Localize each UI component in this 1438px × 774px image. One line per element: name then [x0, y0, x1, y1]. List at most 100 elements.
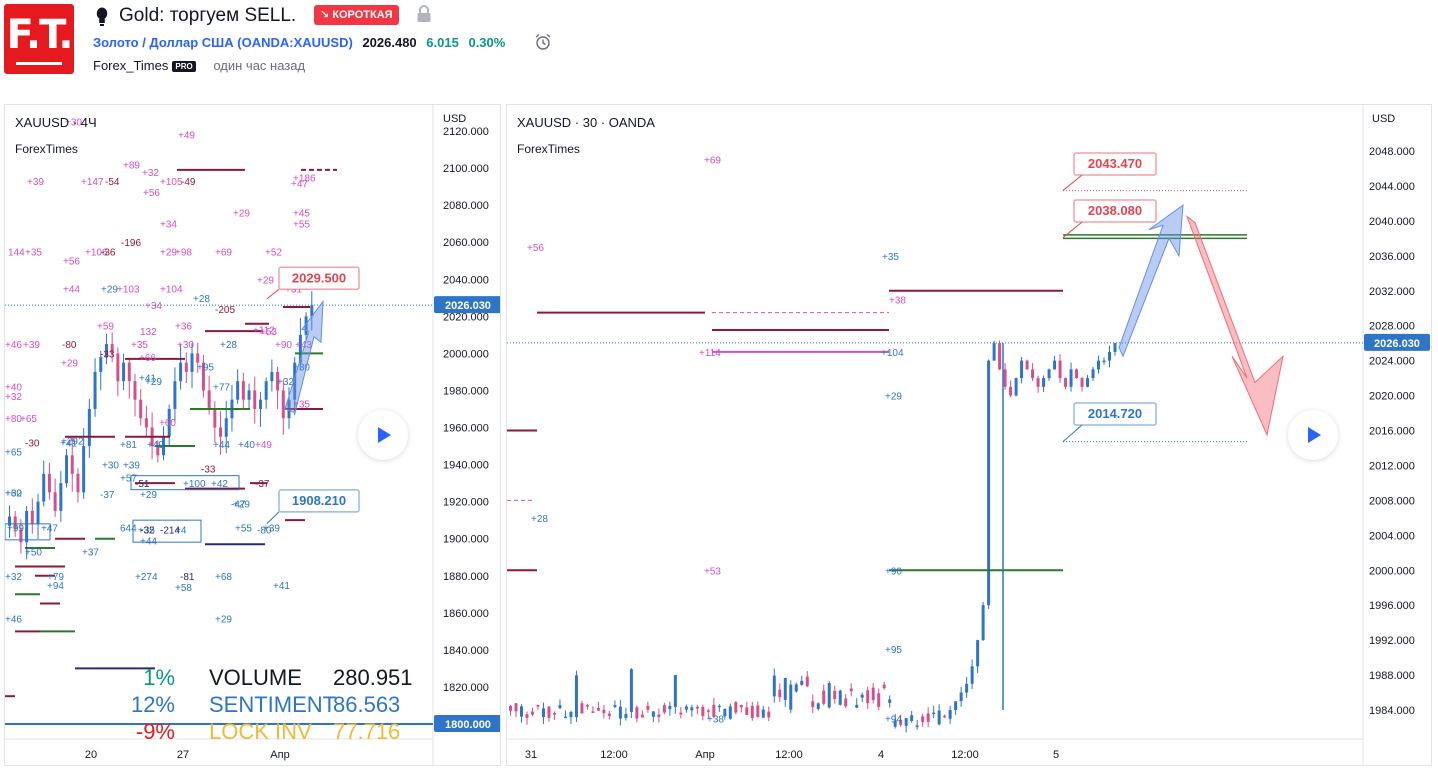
candle-body — [921, 716, 925, 723]
candle-body — [574, 675, 578, 717]
candle-body — [258, 399, 262, 409]
trade-marker: -49 — [181, 177, 196, 188]
trade-marker: +69 — [215, 247, 232, 258]
symbol-name-link[interactable]: Золото / Доллар США — [93, 35, 234, 50]
candle-body — [849, 688, 853, 692]
trade-marker: +46 — [5, 340, 22, 351]
trade-marker: +89 — [123, 160, 140, 171]
trade-marker: +29 — [233, 209, 250, 220]
candle-body — [624, 714, 628, 718]
bullish-arrow — [284, 299, 324, 414]
candle-body — [536, 705, 540, 707]
y-tick-label: 1900.000 — [443, 534, 489, 546]
candle-body — [70, 455, 74, 474]
candle-body — [76, 473, 80, 493]
lock-icon — [417, 5, 431, 22]
trade-marker: +65 — [20, 414, 37, 425]
candle-body — [1113, 343, 1117, 352]
candle-body — [127, 362, 131, 382]
candle-body — [30, 510, 34, 524]
y-tick-label: 2024.000 — [1369, 356, 1415, 368]
trade-marker: +274 — [135, 572, 158, 583]
current-price-tag — [1364, 333, 1430, 351]
candle-body — [167, 408, 171, 437]
alarm-clock-icon[interactable] — [534, 33, 552, 51]
chart-30m-canvas[interactable]: USD 2048.000 2044.000 2040.000 2036.000 2032.… — [507, 105, 1432, 766]
candle-body — [156, 446, 160, 456]
symbol-line: Золото / Доллар США (OANDA:XAUUSD) 2026.… — [93, 35, 505, 50]
trade-marker: +58 — [175, 583, 192, 594]
candle-body — [910, 715, 914, 721]
price-callout-label: 2043.470 — [1088, 156, 1142, 171]
play-button-right[interactable] — [1288, 410, 1338, 460]
play-button-left[interactable] — [358, 410, 408, 460]
candle-body — [651, 711, 655, 717]
trade-marker: +35 — [131, 340, 148, 351]
candle-body — [65, 455, 69, 484]
y-tick-label: 2036.000 — [1369, 251, 1415, 263]
chart-panel-4h[interactable]: USD 2120.000 2100.000 2080.000 2060.000 2040.… — [4, 104, 501, 766]
trade-marker: 644 — [120, 524, 137, 535]
stat-pct: 12% — [130, 692, 175, 717]
trade-marker: +49 — [147, 440, 164, 451]
candle-body — [844, 698, 848, 707]
y-tick-label: 2016.000 — [1369, 426, 1415, 438]
x-tick-label: 27 — [177, 749, 189, 761]
pro-badge: PRO — [172, 61, 196, 73]
candle-body — [253, 390, 257, 409]
trade-marker: +94 — [885, 715, 902, 726]
trade-marker: +44 — [213, 440, 230, 451]
forextimes-logo[interactable]: F.T. — [4, 4, 74, 74]
candle-body — [219, 427, 223, 437]
author-name[interactable]: Forex_Times — [93, 58, 169, 73]
trade-marker: +55 — [293, 220, 310, 231]
trade-marker: +186 — [293, 173, 316, 184]
trade-marker: +94 — [47, 581, 64, 592]
candle-body — [552, 712, 556, 715]
candle-body — [184, 362, 188, 372]
candle-body — [932, 712, 936, 715]
trade-marker: +292 — [61, 436, 84, 447]
trade-marker: +59 — [97, 322, 114, 333]
candle-body — [662, 705, 666, 713]
trade-marker: -36 — [101, 247, 116, 258]
candle-body — [530, 711, 534, 715]
candle-body — [1047, 369, 1051, 379]
candle-body — [937, 710, 941, 725]
symbol-code-link[interactable]: OANDA:XAUUSD — [241, 35, 349, 50]
stats-overlay: 1% VOLUME 280.951 12% SENTIMENT 86.563 -9% LOCK… — [5, 665, 425, 755]
trade-marker: +29 — [145, 377, 162, 388]
trade-marker: +40 — [5, 383, 22, 394]
trade-marker: +95 — [197, 362, 214, 373]
chart-panel-30m[interactable]: USD 2048.000 2044.000 2040.000 2036.000 2032.… — [506, 104, 1432, 766]
price-callout-box — [278, 266, 360, 290]
symbol-code-open: ( — [233, 35, 242, 50]
trade-marker: +34 — [160, 220, 177, 231]
trade-marker: -205 — [215, 305, 235, 316]
candle-body — [236, 381, 240, 400]
candle-body — [36, 501, 40, 524]
trade-marker: +60 — [159, 418, 176, 429]
candle-body — [970, 666, 974, 684]
chart-30m-title: XAUUSD · 30 · OANDA — [517, 115, 655, 130]
candle-body — [772, 675, 776, 697]
trade-marker: +56 — [63, 257, 80, 268]
stat-value: 86.563 — [333, 692, 401, 717]
price-callout-box — [1073, 152, 1157, 176]
y-tick-label: 1940.000 — [443, 460, 489, 472]
candle-body — [833, 690, 837, 700]
candle-body — [629, 669, 633, 712]
price-callout-leader — [266, 288, 280, 300]
candle-body — [701, 707, 705, 717]
candle-body — [794, 684, 798, 692]
y-tick-label: 2044.000 — [1369, 181, 1415, 193]
trade-marker: +30 — [102, 461, 119, 472]
candle-body — [904, 718, 908, 726]
trade-marker: +47 — [291, 179, 308, 190]
trade-marker: -32 — [140, 525, 155, 536]
candle-body — [888, 699, 892, 703]
candle-body — [1080, 378, 1084, 387]
y-tick-label: 2020.000 — [443, 311, 489, 323]
stat-value: 280.951 — [333, 665, 413, 690]
